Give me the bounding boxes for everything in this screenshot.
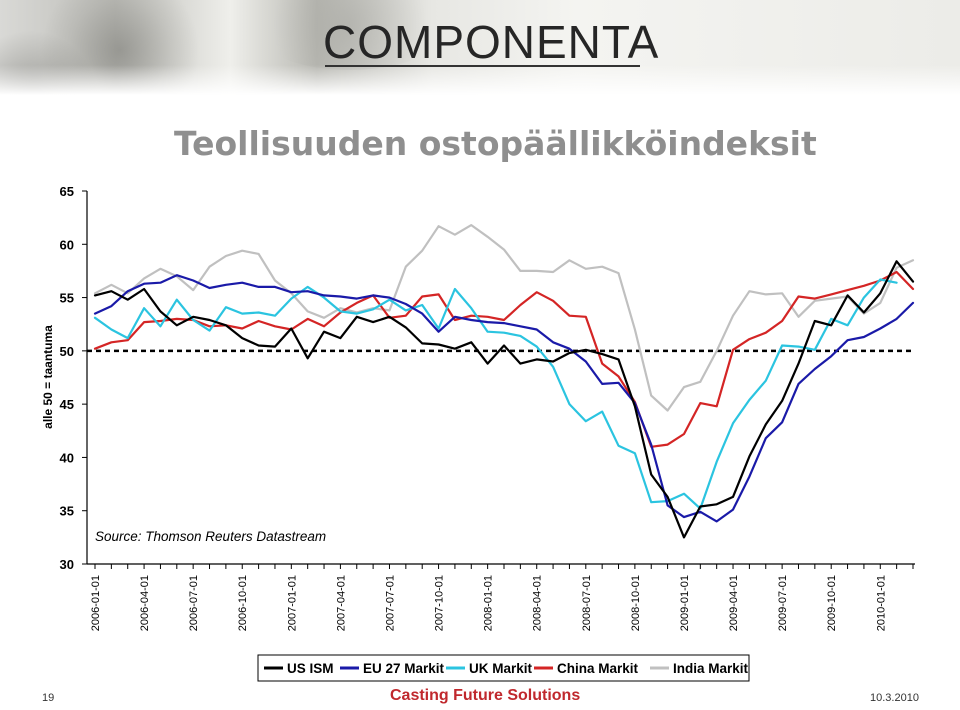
y-tick-label: 55 (60, 291, 74, 306)
legend-label: China Markit (557, 661, 639, 676)
legend-label: UK Markit (469, 661, 533, 676)
x-tick-label: 2008-01-01 (483, 575, 495, 631)
x-tick-label: 2007-07-01 (384, 575, 396, 631)
y-tick-label: 40 (60, 450, 74, 465)
x-tick-label: 2006-07-01 (188, 575, 200, 631)
y-axis-label: alle 50 = taantuma (41, 325, 55, 429)
source-annotation: Source: Thomson Reuters Datastream (95, 529, 326, 544)
x-tick-label: 2010-01-01 (875, 575, 887, 631)
legend-label: India Markit (673, 661, 749, 676)
x-tick-label: 2009-10-01 (826, 575, 838, 631)
y-tick-label: 45 (60, 397, 74, 412)
x-tick-label: 2006-01-01 (90, 575, 102, 631)
y-tick-label: 65 (60, 184, 74, 199)
series-line-china-markit (93, 270, 915, 448)
footer-slogan: Casting Future Solutions (390, 687, 581, 704)
x-tick-label: 2008-07-01 (581, 575, 593, 631)
x-tick-label: 2006-10-01 (237, 575, 249, 631)
y-tick-label: 50 (60, 344, 74, 359)
pmi-chart: 30 35 40 45 50 55 60 65 2006-01-01 2006-04-01 200… (41, 184, 915, 682)
page-number: 19 (42, 692, 55, 704)
company-logo: COMPONENTA (323, 16, 660, 68)
x-tick-label: 2007-01-01 (286, 575, 298, 631)
y-tick-label: 35 (60, 504, 74, 519)
series-line-eu-27-markit (93, 274, 915, 523)
x-tick-label: 2009-04-01 (728, 575, 740, 631)
x-tick-label: 2007-04-01 (335, 575, 347, 631)
x-tick-label: 2009-07-01 (777, 575, 789, 631)
y-tick-label: 30 (60, 557, 74, 572)
series-line-uk-markit (93, 278, 898, 510)
y-tick-label: 60 (60, 237, 74, 252)
series-line-india-markit (93, 224, 915, 412)
x-tick-label: 2008-04-01 (532, 575, 544, 631)
decorative-shade (250, 0, 450, 70)
legend-label: EU 27 Markit (363, 661, 445, 676)
banner-fade (0, 65, 960, 95)
slide-title: Teollisuuden ostopäällikköindeksit (174, 124, 817, 163)
x-tick-label: 2006-04-01 (139, 575, 151, 631)
logo-underline (325, 65, 640, 67)
x-tick-label: 2009-01-01 (679, 575, 691, 631)
x-tick-label: 2007-10-01 (434, 575, 446, 631)
footer-date: 10.3.2010 (870, 692, 919, 704)
x-tick-label: 2008-10-01 (630, 575, 642, 631)
series-line-us-ism (93, 260, 915, 539)
legend-label: US ISM (287, 661, 334, 676)
header-banner: COMPONENTA (0, 0, 960, 95)
